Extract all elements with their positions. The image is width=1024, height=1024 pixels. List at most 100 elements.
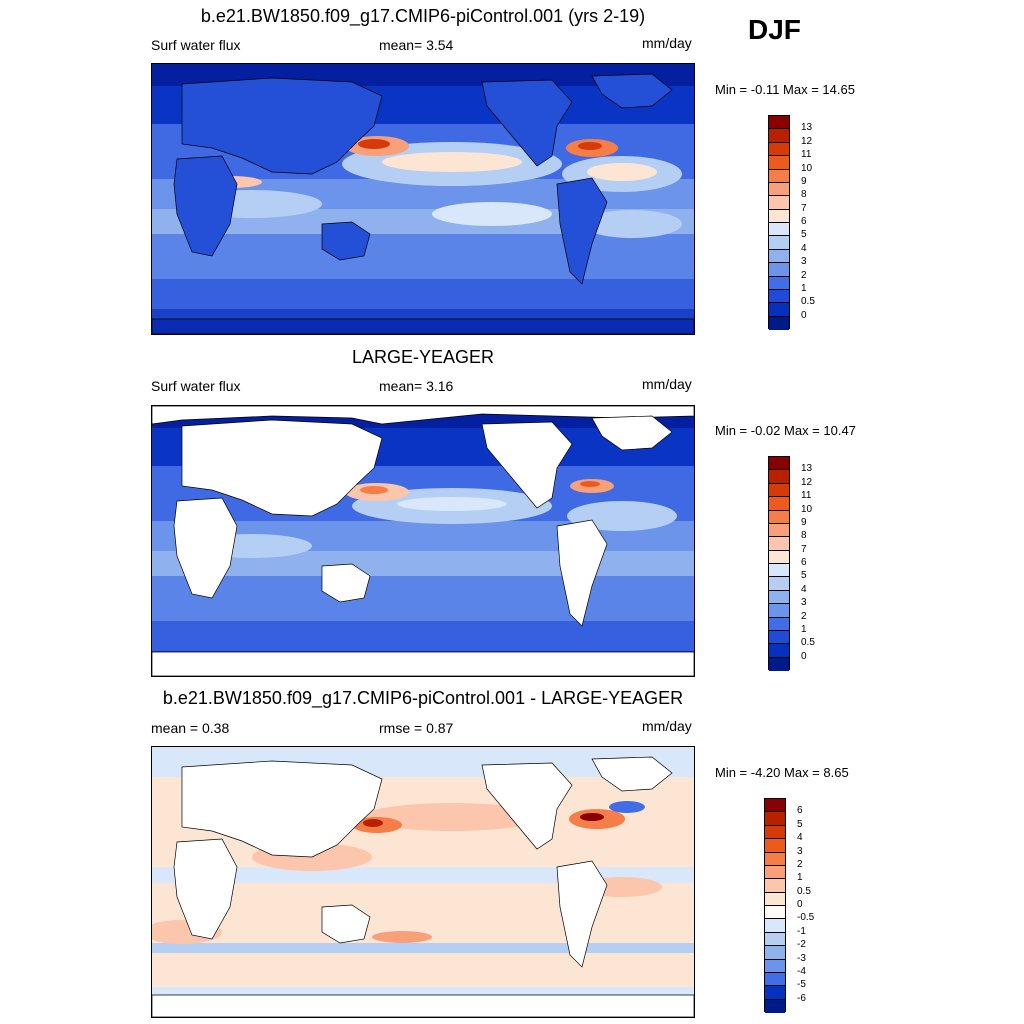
panel-1-colorbar-swatch	[769, 249, 789, 264]
panel-1-colorbar-swatch	[769, 289, 789, 304]
panel-3-colorbar-tick-label: -2	[797, 939, 806, 951]
panel-3-colorbar-swatch	[765, 906, 785, 920]
panel-3-colorbar-tick-label: 2	[797, 858, 803, 870]
panel-3-colorbar-tick-label: 5	[797, 818, 803, 830]
panel-1-colorbar-swatch	[769, 196, 789, 210]
panel-1-colorbar-tick-label: 12	[801, 135, 813, 147]
panel-3-colorbar-swatch	[765, 852, 785, 866]
panel-2-colorbar-swatch	[769, 470, 789, 484]
panel-1-colorbar-swatch	[769, 263, 789, 277]
panel-3-colorbar-swatch	[765, 972, 785, 987]
panel-1-colorbar-swatch	[769, 129, 789, 143]
panel-1-colorbar-tick-label: 0	[801, 309, 807, 321]
panel-3-colorbar-swatch	[765, 865, 785, 880]
panel-1-colorbar-tick-label: 0.5	[801, 296, 815, 308]
panel-1-colorbar-swatch	[769, 276, 789, 290]
panel-2-colorbar-swatch	[769, 644, 789, 658]
panel-2-colorbar-tick-label: 12	[801, 476, 813, 488]
panel-2-colorbar-swatch	[769, 630, 789, 645]
panel-3-colorbar-swatch	[765, 932, 785, 947]
panel-2-colorbar-swatch	[769, 457, 789, 471]
panel-3-colorbar-tick-label: -5	[797, 979, 806, 991]
panel-3-colorbar-swatch	[765, 839, 785, 853]
panel-3-colorbar-tick-label: 0.5	[797, 885, 811, 897]
panel-3-colorbar-tick-label: -6	[797, 992, 806, 1004]
panel-1-colorbar-tick-label: 2	[801, 269, 807, 281]
panel-1-colorbar-tick-label: 8	[801, 189, 807, 201]
panel-2-colorbar-swatch	[769, 604, 789, 618]
panel-2-colorbar-tick-label: 7	[801, 543, 807, 555]
panel-2-colorbar-tick-label: 9	[801, 516, 807, 528]
panel-2-colorbar-tick-label: 4	[801, 583, 807, 595]
panel-1-colorbar: 13 12 11 10 9 8 7 6 5 4 3 2 1 0.5 0	[768, 115, 848, 330]
panel-2-colorbar-swatch	[769, 537, 789, 551]
panel-1-colorbar-tick-label: 1	[801, 282, 807, 294]
panel-3-colorbar-swatch	[765, 812, 785, 826]
panel-1-colorbar-tick-label: 7	[801, 202, 807, 214]
panel-1-colorbar-swatch	[769, 142, 789, 157]
panel-1-colorbar-swatch	[769, 169, 789, 183]
panel-3-colorbar-swatch	[765, 986, 785, 1000]
panel-3-title: b.e21.BW1850.f09_g17.CMIP6-piControl.001…	[162, 688, 684, 708]
panel-2-colorbar-swatch	[769, 510, 789, 524]
panel-2-colorbar-swatch	[769, 590, 789, 605]
panel-3-colorbar-tick-label: 4	[797, 832, 803, 844]
panel-1-colorbar-tick-label: 3	[801, 256, 807, 268]
panel-2-colorbar-swatch	[769, 523, 789, 538]
panel-1-minmax-label: Min = -0.11 Max = 14.65	[715, 82, 855, 97]
panel-1-colorbar-swatch	[769, 236, 789, 250]
panel-3-colorbar-tick-label: -1	[797, 925, 806, 937]
panel-1-colorbar-tick-label: 13	[801, 122, 813, 134]
panel-1-colorbar-swatch	[769, 156, 789, 170]
panel-1-colorbar-swatch	[769, 182, 789, 197]
panel-3-colorbar-tick-label: 0	[797, 899, 803, 910]
panel-3-units-label: mm/day	[642, 718, 692, 734]
panel-2-colorbar-tick-label: 2	[801, 610, 807, 622]
panel-3-colorbar-tick-label: 6	[797, 805, 803, 817]
panel-1-map-field	[152, 64, 694, 334]
panel-1-mean-label: mean= 3.54	[379, 37, 454, 53]
panel-2-colorbar-swatch	[769, 657, 789, 671]
panel-3-colorbar-swatch	[765, 892, 785, 906]
panel-3-colorbar-tick-label: -0.5	[797, 912, 815, 924]
panel-3-mean-label: mean = 0.38	[151, 720, 230, 736]
panel-2-colorbar-swatch	[769, 483, 789, 498]
panel-3-colorbar-swatch	[765, 799, 785, 813]
panel-1-colorbar-tick-label: 9	[801, 175, 807, 187]
panel-2-colorbar-swatches	[768, 456, 790, 671]
panel-2-map-field	[152, 406, 694, 676]
season-label: DJF	[748, 14, 801, 45]
panel-2-colorbar-tick-label: 6	[801, 557, 807, 568]
panel-3-colorbar-tick-label: -3	[797, 952, 806, 964]
panel-3-map-field	[152, 747, 694, 1017]
panel-2-colorbar-tick-label: 10	[801, 503, 813, 515]
panel-2-colorbar-swatch	[769, 577, 789, 591]
panel-3-colorbar-swatch	[765, 879, 785, 893]
panel-3-colorbar-tick-label: 3	[797, 845, 803, 857]
panel-2-colorbar-swatch	[769, 564, 789, 578]
panel-3-colorbar-tick-label: 1	[797, 872, 803, 884]
panel-3-minmax-label: Min = -4.20 Max = 8.65	[715, 765, 849, 780]
panel-3-colorbar-swatch	[765, 959, 785, 973]
panel-2-colorbar-tick-label: 11	[801, 490, 812, 502]
panel-2-colorbar-tick-label: 8	[801, 530, 807, 542]
panel-3-colorbar-tick-label: -4	[797, 965, 806, 977]
panel-2-colorbar-tick-label: 5	[801, 570, 807, 582]
panel-1-colorbar-swatches	[768, 115, 790, 330]
panel-3-colorbar-swatches	[764, 798, 786, 1013]
panel-2-colorbar-tick-label: 1	[801, 623, 807, 635]
panel-1-colorbar-tick-label: 5	[801, 229, 807, 241]
panel-2-colorbar-swatch	[769, 497, 789, 511]
panel-3-colorbar: 6 5 4 3 2 1 0.5 0 -0.5 -1 -2 -3 -4 -5 -6	[764, 798, 844, 1013]
panel-1-colorbar-swatch	[769, 209, 789, 223]
panel-1-colorbar-swatch	[769, 223, 789, 237]
panel-3-colorbar-swatch	[765, 946, 785, 960]
panel-1-colorbar-tick-label: 11	[801, 149, 812, 161]
panel-1-colorbar-swatch	[769, 316, 789, 330]
panel-1-colorbar-swatch	[769, 116, 789, 130]
panel-2-map	[151, 405, 695, 677]
panel-3-colorbar-swatch	[765, 825, 785, 840]
panel-2-title: LARGE-YEAGER	[351, 347, 495, 367]
panel-1-colorbar-tick-label: 10	[801, 162, 813, 174]
panel-2-colorbar-swatch	[769, 617, 789, 631]
